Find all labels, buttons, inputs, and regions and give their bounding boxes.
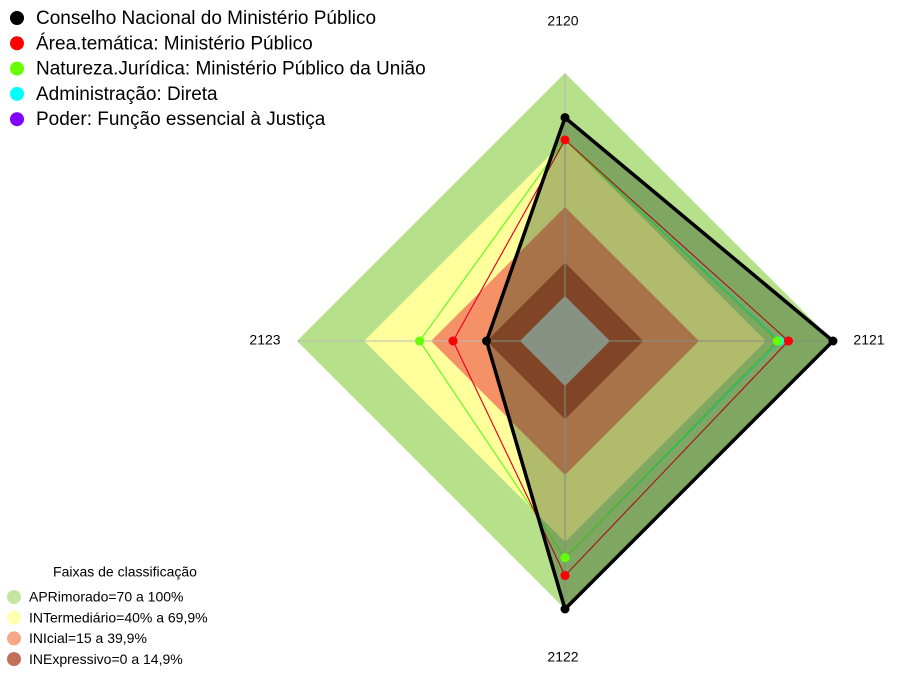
series-point: [560, 553, 570, 563]
bands-legend-label: INTermediário=40% a 69,9%: [29, 609, 208, 625]
bands-legend-marker: [7, 631, 21, 646]
series-point: [828, 336, 838, 346]
series-point: [783, 336, 793, 346]
legend-marker: [10, 86, 24, 101]
bands-legend-marker: [7, 652, 21, 667]
series-point: [448, 336, 458, 346]
legend-marker: [10, 11, 24, 25]
bands-legend-label: INIcial=15 a 39,9%: [29, 630, 147, 646]
legend-label: Poder: Função essencial à Justiça: [36, 109, 326, 130]
bands-legend-marker: [7, 590, 21, 604]
axis-label: 2123: [249, 332, 280, 348]
axis-label: 2121: [853, 332, 884, 348]
bands-legend-title: Faixas de classificação: [53, 564, 197, 580]
bands-legend-marker: [7, 610, 21, 625]
series-point: [560, 604, 570, 614]
series-point: [482, 336, 492, 346]
bands-legend-label: APRimorado=70 a 100%: [29, 589, 184, 605]
legend-marker: [10, 112, 24, 127]
series-point: [560, 135, 570, 145]
legend-label: Conselho Nacional do Ministério Público: [36, 8, 376, 29]
legend-marker: [10, 36, 24, 51]
bands-legend-label: INExpressivo=0 a 14,9%: [29, 651, 183, 667]
series-point: [560, 113, 570, 123]
legend-label: Área.temática: Ministério Público: [36, 33, 313, 54]
axis-label: 2120: [547, 13, 578, 29]
legend-label: Natureza.Jurídica: Ministério Público da…: [36, 59, 426, 80]
series-point: [560, 571, 570, 581]
legend-label: Administração: Direta: [36, 84, 218, 105]
axis-label: 2122: [547, 649, 578, 665]
series-point: [415, 336, 425, 346]
series-point: [772, 336, 782, 346]
legend-marker: [10, 61, 24, 76]
